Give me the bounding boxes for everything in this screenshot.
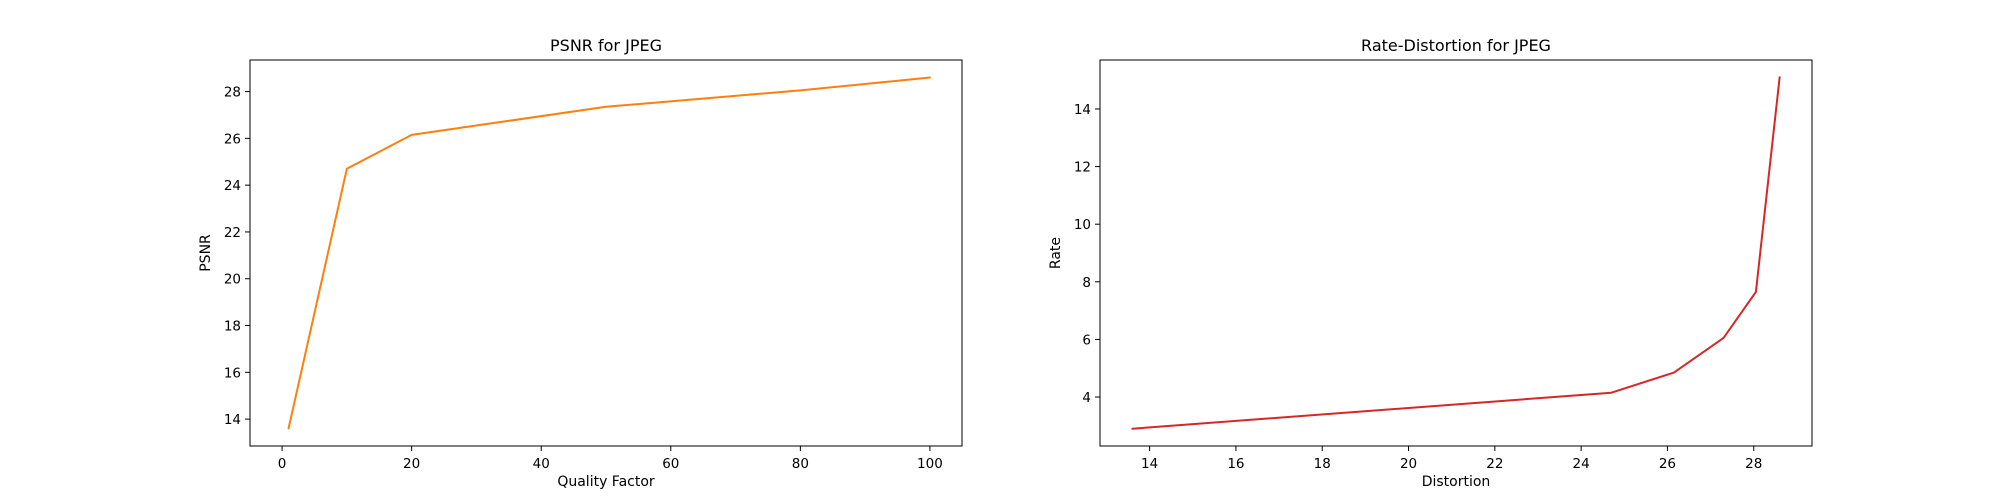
- psnr-x-axis-label: Quality Factor: [557, 474, 655, 490]
- rd-x-tick-label: 16: [1227, 456, 1244, 472]
- psnr-y-tick-label: 20: [224, 272, 241, 288]
- psnr-y-tick-label: 14: [224, 412, 241, 428]
- rd-y-tick-label: 10: [1074, 217, 1091, 233]
- psnr-x-tick-label: 0: [278, 456, 287, 472]
- psnr-y-tick-label: 22: [224, 225, 241, 241]
- rd-x-tick-label: 18: [1314, 456, 1331, 472]
- psnr-x-tick-label: 20: [403, 456, 420, 472]
- rd-y-tick-label: 6: [1082, 332, 1091, 348]
- rd-y-tick-label: 12: [1074, 160, 1091, 176]
- psnr-x-tick-label: 80: [792, 456, 809, 472]
- rd-x-tick-label: 26: [1659, 456, 1676, 472]
- rd-x-tick-label: 24: [1573, 456, 1590, 472]
- psnr-y-tick-label: 18: [224, 319, 241, 335]
- rd-y-tick-label: 8: [1082, 275, 1091, 291]
- rd-x-tick-label: 22: [1486, 456, 1503, 472]
- rd-x-tick-label: 14: [1141, 456, 1158, 472]
- psnr-chart-title: PSNR for JPEG: [550, 36, 662, 55]
- psnr-x-tick-label: 40: [533, 456, 550, 472]
- psnr-series-line: [287, 76, 931, 430]
- rd-y-tick-label: 14: [1074, 102, 1091, 118]
- psnr-y-tick-label: 26: [224, 131, 241, 147]
- rd-axes-area: [1100, 60, 1812, 446]
- rd-x-axis-label: Distortion: [1422, 474, 1491, 490]
- psnr-axes-area: [250, 60, 962, 446]
- psnr-y-tick-label: 28: [224, 85, 241, 101]
- rd-series-line: [1131, 76, 1781, 430]
- rd-y-axis-label: Rate: [1048, 237, 1064, 269]
- psnr-x-tick-label: 60: [662, 456, 679, 472]
- psnr-y-axis-label: PSNR: [198, 234, 214, 272]
- psnr-axes-frame: [249, 59, 963, 447]
- psnr-y-tick-label: 24: [224, 178, 241, 194]
- rd-x-tick-label: 28: [1745, 456, 1762, 472]
- psnr-x-tick-label: 100: [917, 456, 943, 472]
- rd-y-tick-label: 4: [1082, 390, 1091, 406]
- rd-axes-frame: [1099, 59, 1813, 447]
- psnr-y-tick-label: 16: [224, 365, 241, 381]
- rd-chart-title: Rate-Distortion for JPEG: [1361, 36, 1551, 55]
- rd-x-tick-label: 20: [1400, 456, 1417, 472]
